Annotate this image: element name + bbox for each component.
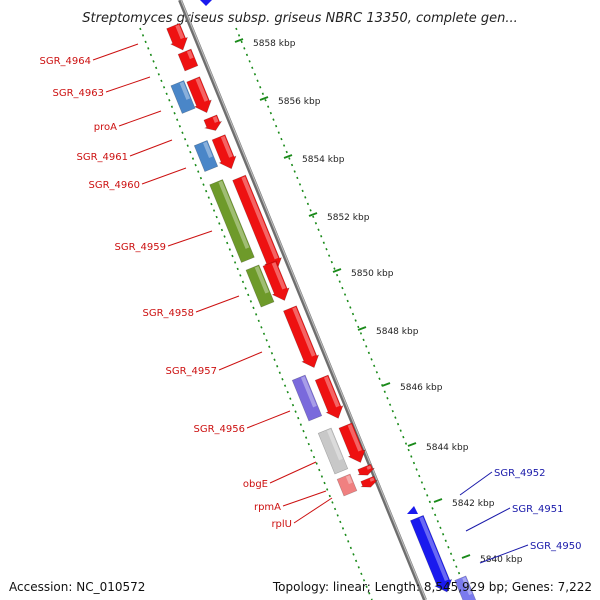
gene-leader-line [282, 490, 327, 507]
gene-sgr-4961-block[interactable] [193, 140, 219, 172]
gene-sgr-4958-block[interactable] [245, 264, 275, 308]
gene-layer [165, 0, 478, 600]
tick-label: 5856 kbp [278, 97, 321, 107]
tick-mark [308, 212, 318, 217]
gene-leader-line [105, 76, 151, 93]
gene-leader-line [167, 230, 213, 247]
gene-sgr-4963-arrow[interactable] [185, 76, 215, 116]
gene-leader-line [479, 544, 529, 564]
gene-label[interactable]: rplU [271, 519, 292, 530]
gene-label[interactable]: SGR_4958 [143, 308, 195, 319]
tick-mark [283, 154, 293, 159]
gene-sgr-4957-arrow[interactable] [313, 374, 346, 422]
gene-sgr-4956-arrow[interactable] [337, 422, 369, 466]
gene-label[interactable]: SGR_4952 [494, 468, 546, 479]
gene-label[interactable]: SGR_4959 [115, 242, 167, 253]
gene-leader-line [218, 351, 263, 371]
tick-label: 5852 kbp [327, 213, 370, 223]
tick-mark [259, 96, 269, 101]
tick-label: 5846 kbp [400, 383, 443, 393]
gene-label[interactable]: SGR_4950 [530, 541, 582, 552]
gene-sgr-4961-arrow[interactable] [210, 134, 240, 172]
gene-label[interactable]: SGR_4957 [166, 366, 218, 377]
gene-small-blue-arrow[interactable] [407, 506, 418, 514]
map-title: Streptomyces griseus subsp. griseus NBRC… [82, 11, 517, 26]
gene-sgr-4964-arrow[interactable] [165, 22, 191, 54]
gene-sgr-4959-arrow[interactable] [261, 260, 293, 304]
gene-label[interactable]: SGR_4963 [53, 88, 105, 99]
tick-mark [381, 382, 391, 387]
gene-leader-line [246, 410, 291, 429]
gene-top-blue-arrow[interactable] [200, 0, 212, 6]
tick-layer: 5858 kbp 5856 kbp 5854 kbp 5852 kbp 5850 kbp… [234, 38, 523, 565]
right-ruler [235, 27, 471, 600]
topology-text: Topology: linear; Length: 8,545,929 bp; … [272, 580, 592, 594]
tick-mark [234, 38, 244, 43]
gene-leader-line [118, 110, 162, 127]
gene-proa-arrow[interactable] [202, 114, 224, 134]
gene-label[interactable]: obgE [243, 479, 268, 490]
gene-sgr-4958-arrow[interactable] [282, 305, 323, 371]
gene-label[interactable]: proA [94, 122, 117, 133]
tick-mark [357, 326, 367, 331]
tick-label: 5858 kbp [253, 39, 296, 49]
gene-leader-line [195, 295, 240, 313]
tick-label: 5840 kbp [480, 555, 523, 565]
genome-backbone [178, 0, 427, 600]
gene-label[interactable]: SGR_4956 [194, 424, 246, 435]
label-layer: SGR_4964 SGR_4963 proA SGR_4961 SGR_4960 SGR_… [40, 43, 582, 564]
gene-leader-line [129, 139, 173, 157]
gene-label[interactable]: rpmA [254, 502, 281, 513]
gene-label[interactable]: SGR_4960 [89, 180, 141, 191]
gene-small-arrow-b[interactable] [359, 475, 379, 490]
gene-leader-line [459, 471, 493, 496]
gene-sgr-4959-block[interactable] [209, 179, 255, 263]
gene-small-arrow-a[interactable] [356, 463, 376, 478]
gene-sgr-4963-block[interactable] [170, 80, 196, 114]
genome-backbone-highlight [180, 0, 427, 600]
tick-label: 5842 kbp [452, 499, 495, 509]
gene-sgr-4952-arrow[interactable] [409, 514, 456, 596]
tick-label: 5844 kbp [426, 443, 469, 453]
tick-mark [407, 442, 417, 447]
tick-mark [332, 268, 342, 273]
gene-label[interactable]: SGR_4964 [40, 56, 92, 67]
tick-label: 5848 kbp [376, 327, 419, 337]
gene-label[interactable]: SGR_4961 [77, 152, 129, 163]
tick-mark [461, 554, 471, 559]
tick-label: 5854 kbp [302, 155, 345, 165]
gene-leader-line [269, 461, 317, 484]
tick-label: 5850 kbp [351, 269, 394, 279]
gene-leader-line [465, 507, 511, 532]
gene-sgr-4964-block[interactable] [177, 48, 199, 72]
tick-mark [433, 498, 443, 503]
gene-label[interactable]: SGR_4951 [512, 504, 564, 515]
gene-sgr-4950-block[interactable] [454, 575, 478, 600]
gene-obge-block[interactable] [317, 427, 349, 475]
gene-sgr-4956-block[interactable] [291, 374, 323, 422]
accession-text: Accession: NC_010572 [9, 580, 146, 594]
left-ruler [139, 27, 373, 600]
gene-leader-line [293, 497, 333, 524]
gene-leader-line [141, 167, 187, 185]
gene-leader-line [92, 43, 139, 61]
gene-rpma-block[interactable] [336, 473, 358, 497]
